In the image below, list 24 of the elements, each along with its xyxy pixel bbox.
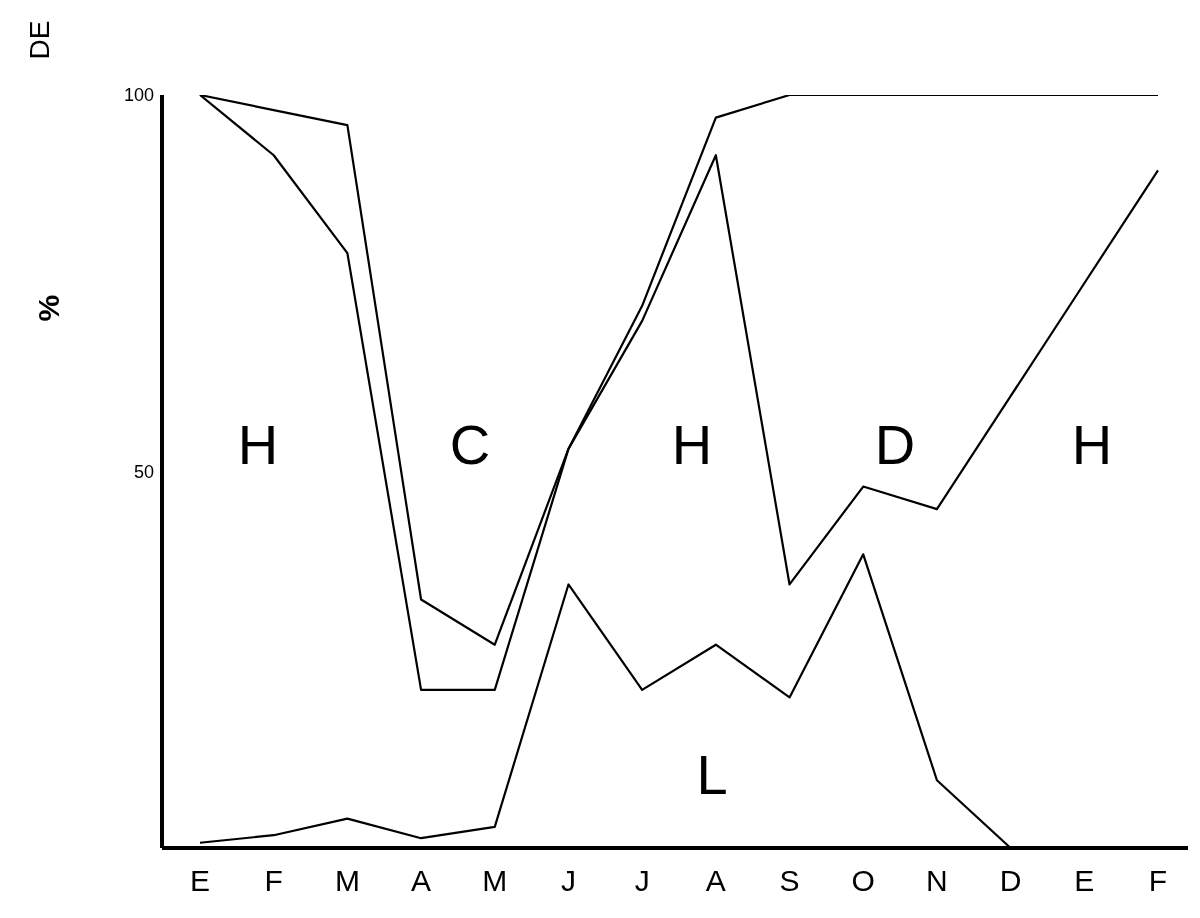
- x-tick-label: S: [779, 864, 800, 898]
- y-axis-title: %: [31, 294, 65, 322]
- annotation: H: [671, 413, 713, 476]
- x-tick-label: E: [189, 864, 211, 898]
- text: DE: [24, 20, 55, 60]
- x-tick-label: F: [264, 864, 283, 898]
- x-tick-label: F: [1148, 864, 1168, 898]
- annotation: L: [696, 743, 728, 806]
- y-tick-label: 50: [133, 461, 154, 482]
- annotation: C: [449, 413, 491, 476]
- annotation: D: [874, 413, 916, 476]
- annotation: H: [1071, 413, 1113, 476]
- annotation: H: [237, 413, 279, 476]
- x-tick-label: J: [634, 864, 650, 898]
- x-tick-label: D: [999, 864, 1022, 898]
- x-tick-label: M: [482, 864, 508, 898]
- y-tick-label: 100: [123, 85, 154, 106]
- x-tick-label: A: [411, 864, 432, 898]
- x-tick-label: O: [851, 864, 875, 898]
- x-tick-label: M: [334, 864, 360, 898]
- x-tick-label: N: [926, 864, 948, 898]
- x-tick-label: J: [560, 864, 576, 898]
- x-tick-label: A: [705, 864, 726, 898]
- x-tick-label: E: [1074, 864, 1095, 898]
